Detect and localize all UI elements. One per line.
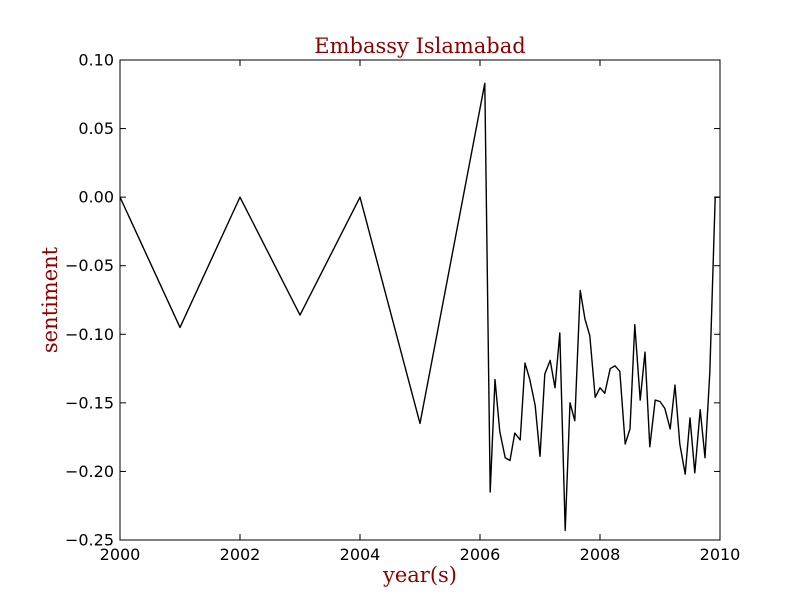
- y-axis-title: sentiment: [38, 246, 62, 353]
- x-tick-label: 2008: [580, 545, 621, 564]
- y-tick-label: −0.10: [65, 325, 114, 344]
- axes-frame: [119, 59, 721, 541]
- x-tick-label: 2004: [340, 545, 381, 564]
- y-tick-label: 0.10: [78, 51, 114, 70]
- x-tick-label: 2000: [100, 545, 141, 564]
- y-tick-label: −0.25: [65, 531, 114, 550]
- x-tick-label: 2010: [700, 545, 741, 564]
- x-tick-label: 2006: [460, 545, 501, 564]
- y-tick-label: −0.20: [65, 462, 114, 481]
- x-axis-title: year(s): [382, 563, 457, 587]
- y-tick-label: −0.15: [65, 393, 114, 412]
- series-layer: [119, 82, 720, 532]
- plot-area: [120, 60, 720, 540]
- sentiment-line: [119, 82, 720, 532]
- y-tick-label: 0.05: [78, 119, 114, 138]
- tick-layer: 2000 2002 2004 2006 2008 2010 0.10 0.05 0.00 −0.0…: [65, 51, 740, 565]
- y-tick-label: 0.00: [78, 188, 114, 207]
- x-tick-label: 2002: [220, 545, 261, 564]
- chart-title: Embassy Islamabad: [314, 34, 525, 58]
- y-tick-label: −0.05: [65, 256, 114, 275]
